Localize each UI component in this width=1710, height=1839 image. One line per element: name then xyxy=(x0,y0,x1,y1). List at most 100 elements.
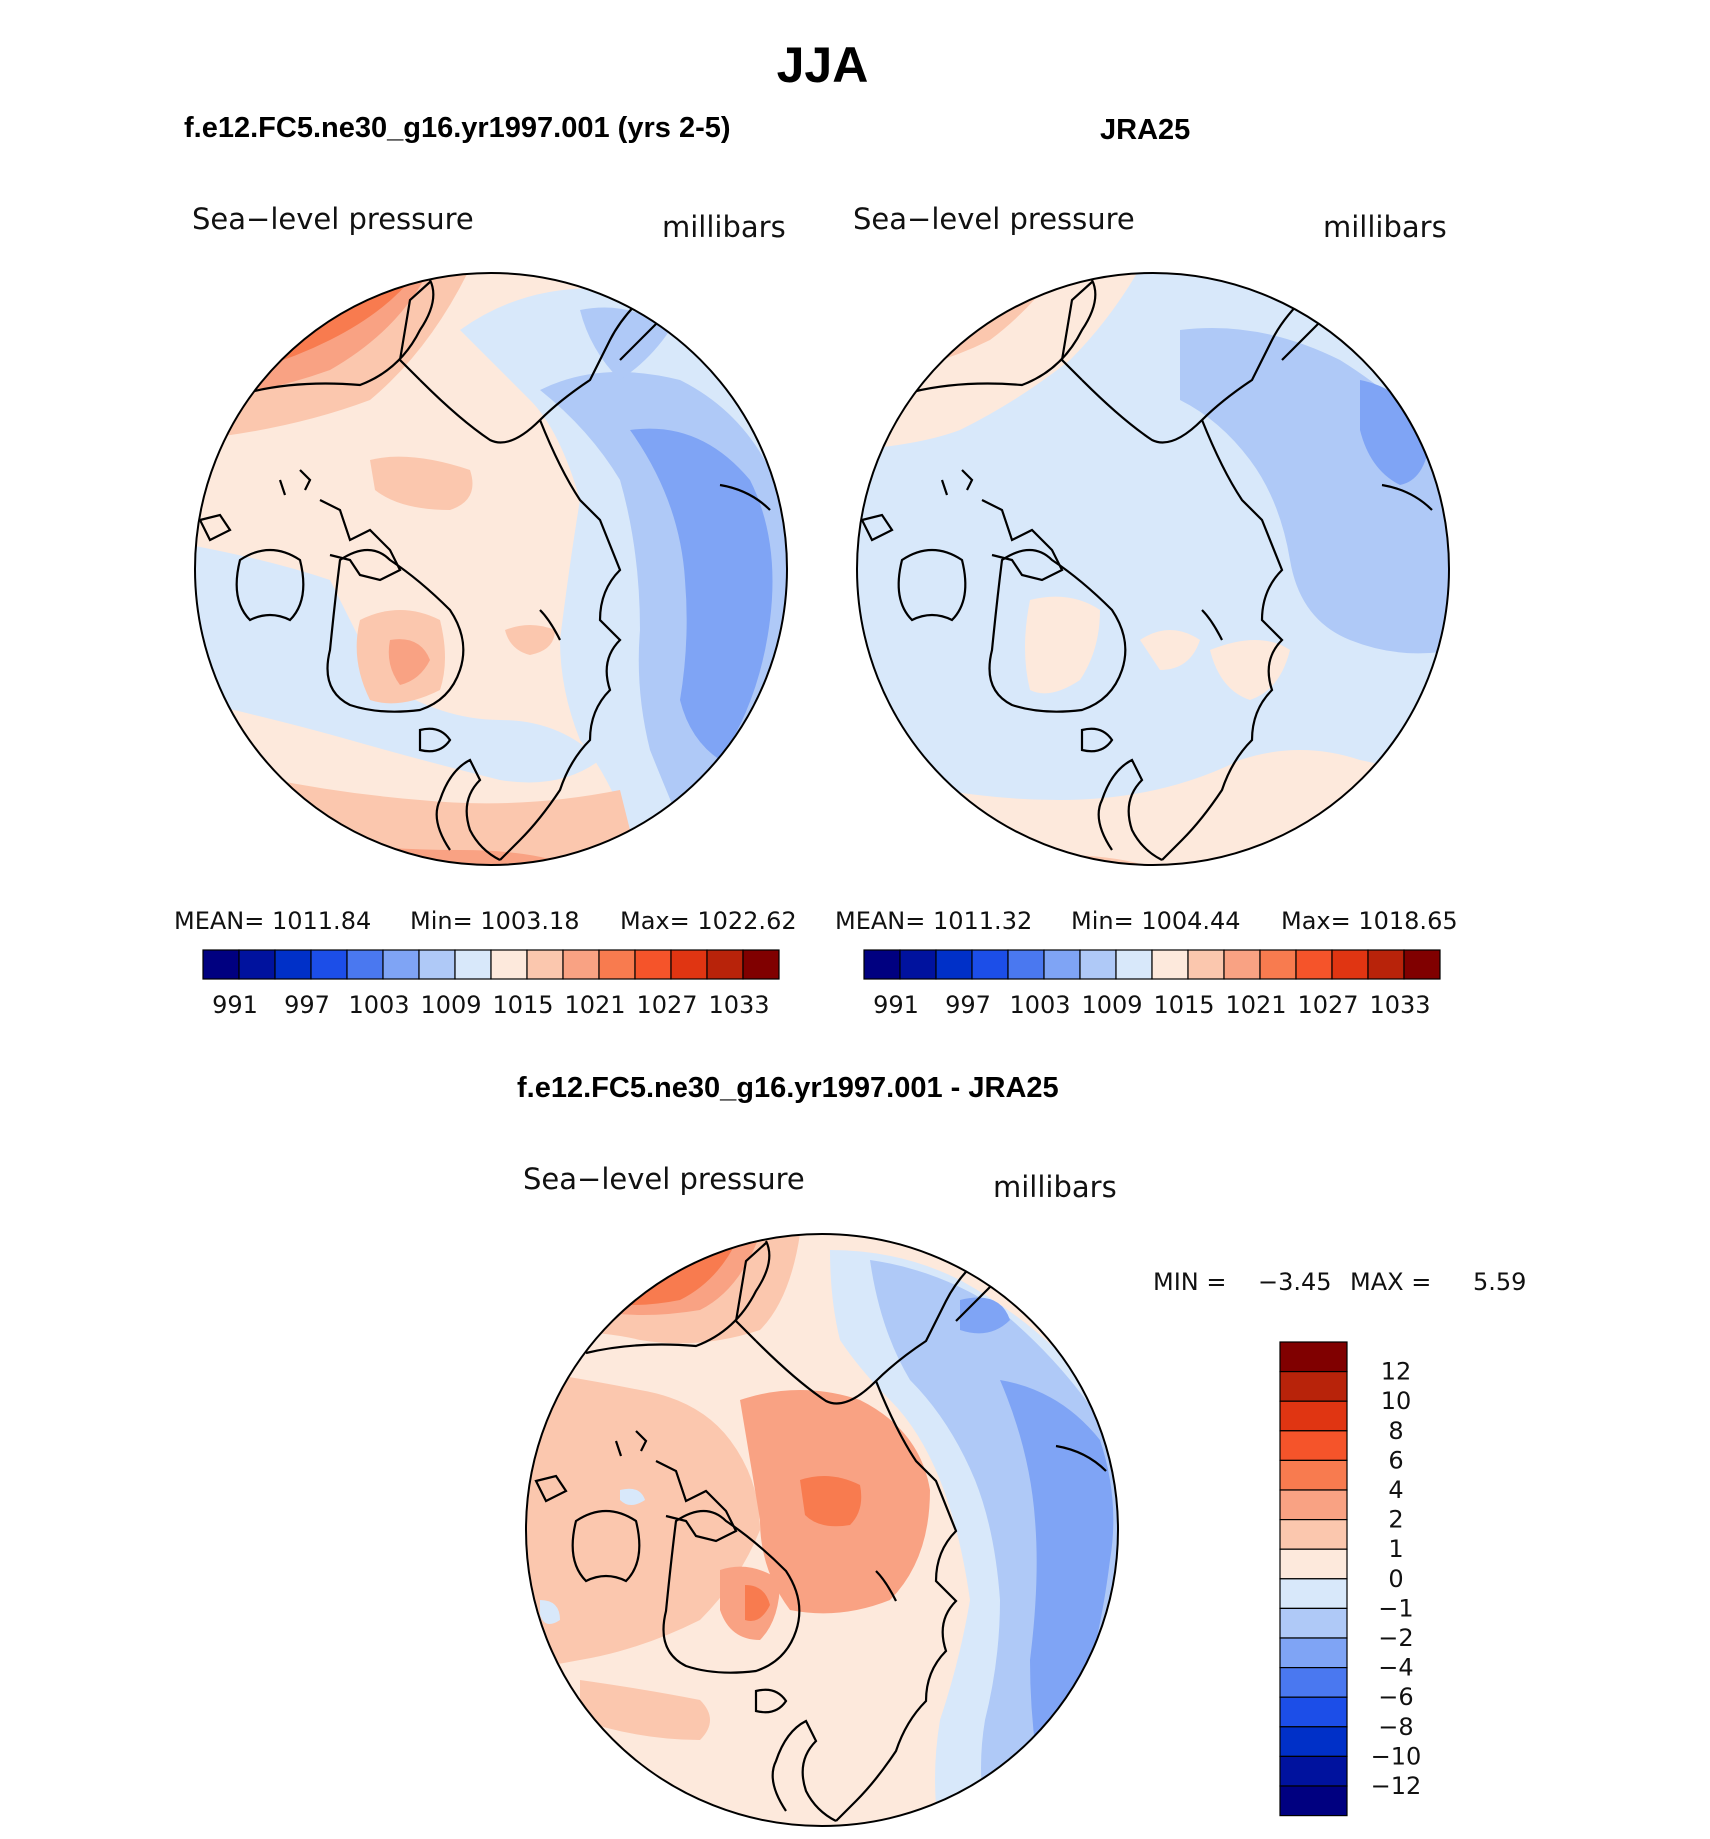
colorbar-tick-label: 1033 xyxy=(708,991,769,1019)
colorbar-swatch xyxy=(1279,1548,1348,1580)
colorbar-swatch xyxy=(562,949,600,980)
panel2-min: Min= 1004.44 xyxy=(1071,907,1241,935)
colorbar-tick-label: −10 xyxy=(1371,1742,1422,1770)
colorbar-swatch xyxy=(1151,949,1189,980)
colorbar-tick-label: 997 xyxy=(284,991,330,1019)
panel2-mean: MEAN= 1011.32 xyxy=(835,907,1033,935)
panel1-colorbar: 991 997 1003 1009 1015 1021 1027 1033 xyxy=(202,949,780,1019)
colorbar-swatch xyxy=(310,949,348,980)
colorbar-tick-label: 6 xyxy=(1388,1446,1403,1474)
colorbar-tick-label: 997 xyxy=(945,991,991,1019)
colorbar-swatch xyxy=(598,949,636,980)
colorbar-tick-label: 2 xyxy=(1388,1506,1403,1534)
colorbar-swatch xyxy=(1279,1459,1348,1491)
colorbar-swatch xyxy=(899,949,937,980)
colorbar-tick-label: −1 xyxy=(1378,1594,1413,1622)
colorbar-swatch xyxy=(346,949,384,980)
colorbar-tick-label: 1003 xyxy=(348,991,409,1019)
panel3-title: f.e12.FC5.ne30_g16.yr1997.001 - JRA25 xyxy=(517,1072,1059,1104)
colorbar-swatch xyxy=(971,949,1009,980)
colorbar-tick-label: 1015 xyxy=(1153,991,1214,1019)
colorbar-swatch xyxy=(1279,1785,1348,1817)
panel2-max: Max= 1018.65 xyxy=(1281,907,1458,935)
colorbar-swatch xyxy=(1295,949,1333,980)
colorbar-swatch xyxy=(1279,1696,1348,1728)
colorbar-swatch xyxy=(1279,1400,1348,1432)
colorbar-tick-label: 10 xyxy=(1381,1387,1412,1415)
colorbar-swatch xyxy=(202,949,240,980)
panel3-max-label: MAX = xyxy=(1350,1268,1432,1296)
colorbar-swatch xyxy=(1279,1578,1348,1610)
colorbar-swatch xyxy=(634,949,672,980)
colorbar-swatch xyxy=(1279,1341,1348,1373)
colorbar-swatch xyxy=(863,949,901,980)
colorbar-swatch xyxy=(1279,1755,1348,1787)
colorbar-tick-label: 1027 xyxy=(1297,991,1358,1019)
colorbar-tick-label: 12 xyxy=(1381,1358,1412,1386)
panel1-min: Min= 1003.18 xyxy=(410,907,580,935)
colorbar-swatch xyxy=(1279,1726,1348,1758)
colorbar-swatch xyxy=(1223,949,1261,980)
colorbar-swatch xyxy=(670,949,708,980)
panel3-max-value: 5.59 xyxy=(1473,1268,1527,1296)
colorbar-swatch xyxy=(1079,949,1117,980)
panel1-mean: MEAN= 1011.84 xyxy=(174,907,372,935)
colorbar-tick-label: −4 xyxy=(1378,1654,1413,1682)
colorbar-swatch xyxy=(1187,949,1225,980)
colorbar-swatch xyxy=(1403,949,1441,980)
panel1-max: Max= 1022.62 xyxy=(620,907,797,935)
colorbar-swatch xyxy=(490,949,528,980)
colorbar-swatch xyxy=(526,949,564,980)
colorbar-swatch xyxy=(1279,1607,1348,1639)
colorbar-swatch xyxy=(1115,949,1153,980)
colorbar-swatch xyxy=(382,949,420,980)
colorbar-tick-label: −6 xyxy=(1378,1683,1413,1711)
colorbar-swatch xyxy=(1367,949,1405,980)
panel1-map xyxy=(194,272,788,866)
colorbar-tick-label: 1 xyxy=(1388,1535,1403,1563)
colorbar-swatch xyxy=(1259,949,1297,980)
panel3-min-label: MIN = xyxy=(1153,1268,1227,1296)
colorbar-swatch xyxy=(1279,1637,1348,1669)
panel3-variable-label: Sea−level pressure xyxy=(523,1162,805,1196)
colorbar-swatch xyxy=(1331,949,1369,980)
colorbar-swatch xyxy=(935,949,973,980)
panel2-title: JRA25 xyxy=(1100,114,1191,146)
colorbar-tick-label: 991 xyxy=(873,991,919,1019)
panel3-units-label: millibars xyxy=(993,1170,1117,1204)
colorbar-tick-label: 991 xyxy=(212,991,258,1019)
colorbar-swatch xyxy=(238,949,276,980)
colorbar-tick-label: 1009 xyxy=(420,991,481,1019)
colorbar-swatch xyxy=(1279,1430,1348,1462)
colorbar-tick-label: 1021 xyxy=(1225,991,1286,1019)
season-title: JJA xyxy=(776,37,869,93)
colorbar-tick-label: −12 xyxy=(1371,1772,1422,1800)
colorbar-tick-label: 1009 xyxy=(1081,991,1142,1019)
panel3-map xyxy=(525,1233,1119,1827)
panel2-map xyxy=(856,272,1450,866)
colorbar-tick-label: 4 xyxy=(1388,1476,1403,1504)
colorbar-tick-label: −2 xyxy=(1378,1624,1413,1652)
colorbar-tick-label: 1015 xyxy=(492,991,553,1019)
colorbar-swatch xyxy=(454,949,492,980)
colorbar-swatch xyxy=(1279,1666,1348,1698)
colorbar-swatch xyxy=(1007,949,1045,980)
panel2-variable-label: Sea−level pressure xyxy=(853,202,1135,236)
panel1-title: f.e12.FC5.ne30_g16.yr1997.001 (yrs 2-5) xyxy=(184,112,731,144)
colorbar-tick-label: 1027 xyxy=(636,991,697,1019)
colorbar-swatch xyxy=(274,949,312,980)
colorbar-tick-label: 1003 xyxy=(1009,991,1070,1019)
colorbar-swatch xyxy=(742,949,780,980)
colorbar-tick-label: 1021 xyxy=(564,991,625,1019)
colorbar-tick-label: 8 xyxy=(1388,1417,1403,1445)
colorbar-swatch xyxy=(1043,949,1081,980)
colorbar-swatch xyxy=(1279,1489,1348,1521)
colorbar-tick-label: −8 xyxy=(1378,1713,1413,1741)
colorbar-swatch xyxy=(418,949,456,980)
colorbar-tick-label: 1033 xyxy=(1369,991,1430,1019)
colorbar-swatch xyxy=(1279,1370,1348,1402)
colorbar-tick-label: 0 xyxy=(1388,1565,1403,1593)
panel1-units-label: millibars xyxy=(662,210,786,244)
